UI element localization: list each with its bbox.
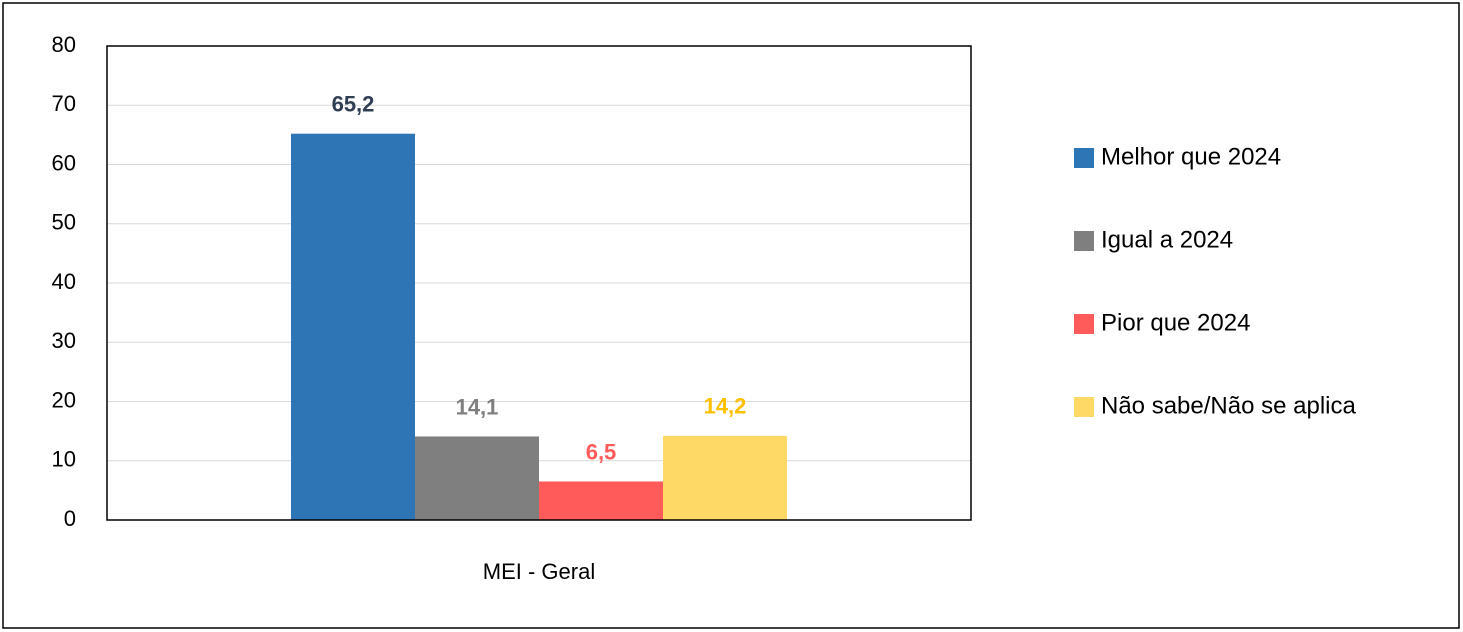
bar [291, 133, 415, 520]
legend-swatch [1074, 231, 1094, 251]
legend-label: Melhor que 2024 [1101, 143, 1281, 170]
bar [539, 481, 663, 520]
value-label: 6,5 [586, 439, 617, 464]
value-label: 14,1 [456, 394, 499, 419]
bar [663, 435, 787, 520]
legend-label: Pior que 2024 [1101, 309, 1250, 336]
y-tick-label: 60 [52, 150, 76, 175]
y-tick-label: 40 [52, 269, 76, 294]
x-tick-label: MEI - Geral [483, 559, 595, 584]
legend-swatch [1074, 148, 1094, 168]
y-tick-label: 0 [64, 506, 76, 531]
y-tick-label: 80 [52, 32, 76, 57]
y-tick-label: 30 [52, 328, 76, 353]
y-tick-label: 20 [52, 387, 76, 412]
legend-swatch [1074, 314, 1094, 334]
legend-label: Igual a 2024 [1101, 226, 1233, 253]
y-tick-label: 10 [52, 447, 76, 472]
legend-swatch [1074, 397, 1094, 417]
y-tick-label: 50 [52, 210, 76, 235]
plot-border [106, 45, 972, 521]
legend-label: Não sabe/Não se aplica [1101, 392, 1356, 419]
value-label: 65,2 [332, 92, 375, 117]
bar [415, 436, 539, 520]
y-tick-label: 70 [52, 91, 76, 116]
value-label: 14,2 [704, 394, 747, 419]
